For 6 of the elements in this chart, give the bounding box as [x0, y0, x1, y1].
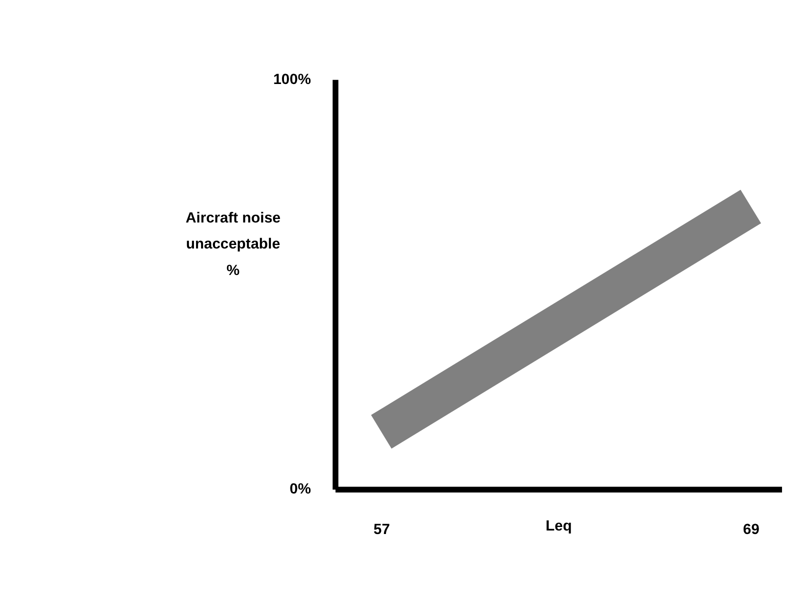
x-tick-label: 57 — [374, 522, 390, 538]
y-axis-title: Aircraft noise unacceptable % — [186, 210, 281, 279]
x-axis-title: Leq — [546, 518, 572, 535]
y-tick-label: 100% — [273, 72, 311, 88]
x-tick-label: 69 — [743, 522, 760, 538]
y-tick-label: 0% — [290, 482, 311, 498]
